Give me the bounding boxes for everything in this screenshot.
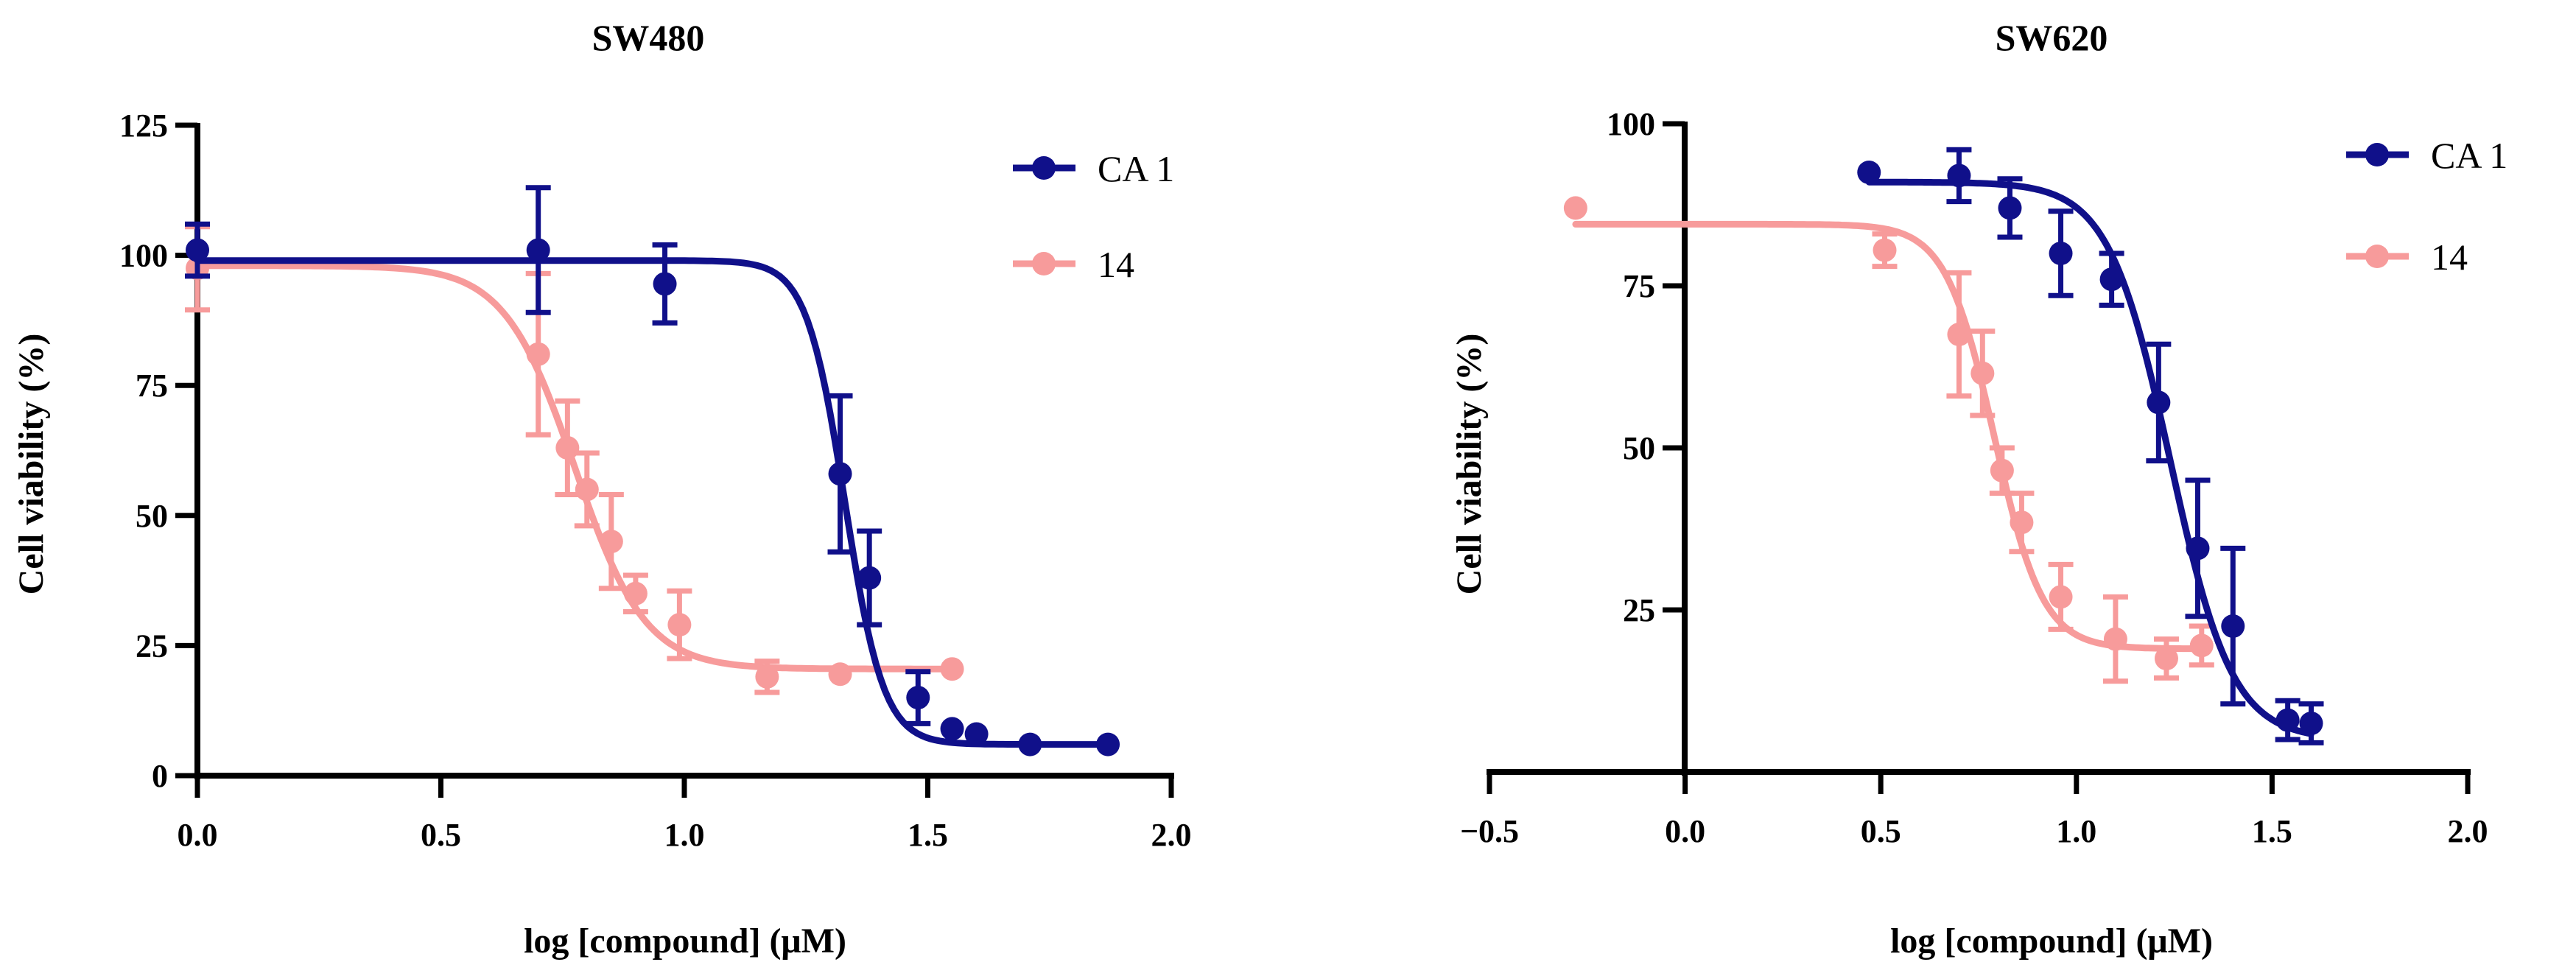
data-point-ca1 [653,272,677,296]
legend-marker-ca1 [1032,156,1056,180]
data-point-compound14 [555,435,580,460]
y-tick-label: 25 [136,628,168,664]
x-tick-label: 2.0 [1151,817,1192,853]
data-point-ca1 [2275,708,2300,732]
y-tick-label: 0 [152,758,168,794]
legend-label-compound14: 14 [1098,244,1134,285]
data-point-compound14 [755,664,779,689]
data-point-compound14 [526,342,550,366]
y-tick-label: 50 [136,498,168,534]
data-point-compound14 [2010,510,2034,535]
legend-marker-compound14 [2365,245,2389,268]
legend-marker-compound14 [1032,252,1056,275]
data-point-compound14 [2154,647,2178,670]
data-point-compound14 [828,662,852,687]
y-tick-label: 100 [1607,106,1655,142]
data-point-ca1 [1857,161,1881,184]
data-point-compound14 [667,613,692,637]
x-tick-label: 1.5 [2252,813,2292,849]
data-point-compound14 [575,477,599,502]
data-point-compound14 [1990,458,2014,482]
legend-label-compound14: 14 [2431,236,2468,278]
y-axis-label-sw480: Cell viability (%) [12,334,51,595]
data-point-compound14 [623,581,647,605]
data-point-ca1 [2099,267,2124,292]
chart-title-sw480: SW480 [592,17,705,58]
x-tick-label: 1.0 [664,817,705,853]
x-tick-label: 0.0 [178,817,218,853]
data-point-ca1 [940,717,964,741]
legend-marker-ca1 [2365,143,2389,166]
data-point-ca1 [964,722,989,746]
data-point-ca1 [2221,614,2245,638]
data-point-compound14 [1970,361,1995,385]
data-point-compound14 [1873,238,1897,262]
plot-area-sw620: −0.5 0.0 0.5 1.0 1.5 2.0 25 50 75 100 CA 1 14 [1460,106,2507,849]
x-tick-label: 1.0 [2056,813,2096,849]
data-point-compound14 [2103,627,2127,651]
y-tick-label: 100 [119,238,168,274]
fit-curve-ca1 [194,257,1112,748]
y-tick-label: 50 [1623,430,1655,466]
legend-label-ca1: CA 1 [2431,135,2507,176]
data-point-compound14 [2049,585,2073,609]
data-point-ca1 [2299,712,2323,735]
data-point-ca1 [1998,196,2022,220]
plot-area-sw480: 0.0 0.5 1.0 1.5 2.0 0 25 50 75 100 125 CA 1 14 [119,108,1192,853]
data-point-ca1 [857,566,882,590]
x-axis-label-sw480: log [compound] (μM) [524,921,846,961]
data-point-compound14 [599,530,623,554]
y-tick-label: 25 [1623,592,1655,628]
data-point-ca1 [1947,164,1971,188]
x-tick-label: 2.0 [2448,813,2488,849]
fit-curve-compound14 [1572,220,2205,653]
y-axis-label-sw620: Cell viability (%) [1450,334,1489,595]
legend-label-ca1: CA 1 [1098,148,1174,189]
data-point-ca1 [2147,390,2171,415]
x-tick-label: 0.5 [421,817,461,853]
data-point-ca1 [2186,536,2210,561]
data-point-ca1 [1018,732,1042,756]
data-point-ca1 [2049,242,2073,265]
data-point-ca1 [1096,732,1120,756]
y-tick-label: 75 [136,368,168,404]
y-tick-label: 125 [119,108,168,144]
fit-curve-compound14 [194,262,955,673]
fit-curve-ca1 [1865,178,2314,737]
data-point-ca1 [186,238,209,262]
data-point-ca1 [828,462,852,486]
data-point-ca1 [906,686,930,710]
data-point-ca1 [526,238,550,262]
y-tick-label: 75 [1623,268,1655,304]
x-tick-label: 0.5 [1861,813,1901,849]
x-axis-label-sw620: log [compound] (μM) [1890,921,2213,961]
data-point-compound14 [1947,323,1971,346]
chart-title-sw620: SW620 [1996,17,2108,58]
data-point-compound14 [1563,196,1587,220]
x-tick-label: −0.5 [1460,813,1519,849]
x-tick-label: 0.0 [1665,813,1705,849]
data-point-compound14 [940,657,964,681]
x-tick-label: 1.5 [908,817,948,853]
data-point-compound14 [2189,633,2214,658]
